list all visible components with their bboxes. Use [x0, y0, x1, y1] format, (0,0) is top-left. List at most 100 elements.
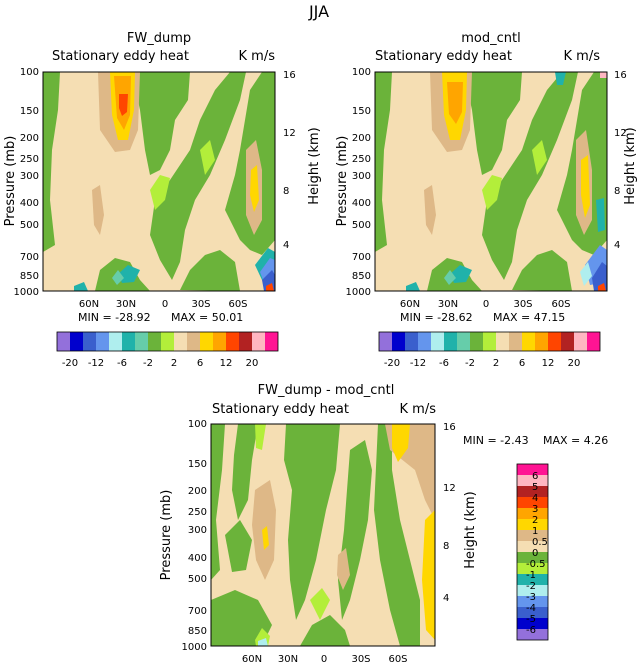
pressure-tick-150: 150	[352, 106, 371, 117]
colorbar-top-left-labels: -20 -12 -6 -2 2 6 12 20	[62, 358, 259, 369]
left-string: Stationary eddy heat	[375, 49, 512, 64]
contour-green-lowright	[512, 250, 572, 291]
lat-axis: 60N 30N 0 30S 60S	[400, 299, 571, 310]
pressure-tick-250: 250	[20, 154, 39, 165]
lat-tick-30s: 30S	[191, 299, 210, 310]
contour-lightblue-right	[580, 262, 592, 286]
colorbar-label: 12	[220, 358, 233, 369]
colorbar-swatch	[517, 508, 548, 519]
pressure-label: Pressure (mb)	[3, 136, 18, 227]
contour-green-upper	[132, 72, 190, 175]
colorbar-diff	[516, 463, 549, 641]
contour-lightgreen-a	[255, 424, 266, 450]
colorbar-label: 0.5	[532, 537, 548, 548]
pressure-tick-250: 250	[352, 154, 371, 165]
left-string: Stationary eddy heat	[52, 49, 189, 64]
lat-tick-60n: 60N	[242, 654, 262, 664]
colorbar-swatch	[517, 585, 548, 596]
contour-field	[211, 424, 435, 646]
contour-lightgreen-b	[200, 140, 215, 175]
pressure-tick-300: 300	[20, 171, 39, 182]
colorbar-swatch	[517, 596, 548, 607]
pressure-tick-1000: 1000	[182, 642, 207, 653]
pressure-tick-200: 200	[352, 133, 371, 144]
lat-tick-0: 0	[321, 654, 327, 664]
pressure-tick-1000: 1000	[14, 287, 39, 298]
colorbar-label: 2	[532, 515, 538, 526]
pressure-axis: 100 150 200 250 300 400 500 700 850 1000	[182, 419, 207, 653]
colorbar-swatch	[200, 332, 213, 351]
contour-tan-c	[337, 548, 350, 590]
colorbar-swatch	[265, 332, 278, 351]
pressure-tick-400: 400	[188, 553, 207, 564]
lat-tick-60s: 60S	[228, 299, 247, 310]
contour-sea-a	[444, 270, 456, 285]
colorbar-swatch	[213, 332, 226, 351]
colorbar-label: -1	[526, 570, 536, 581]
contour-yellow-small	[262, 526, 269, 550]
contour-orange-upper	[447, 82, 463, 124]
panel-title: FW_dump	[127, 31, 191, 46]
colorbar-label: -2	[465, 358, 475, 369]
colorbar-top-left	[56, 331, 279, 352]
colorbar-label: -2	[526, 581, 536, 592]
height-label: Height (km)	[623, 127, 638, 204]
colorbar-swatch	[522, 332, 535, 351]
colorbar-top-right	[378, 331, 601, 352]
colorbar-label: -6	[439, 358, 449, 369]
contour-green-bottomleft	[211, 590, 272, 646]
height-tick-16: 16	[443, 422, 456, 433]
contour-field	[375, 72, 607, 291]
contour-pink-upper	[600, 72, 607, 78]
panel-fw-dump: FW_dump Stationary eddy heat K m/s	[3, 31, 322, 369]
colorbar-label: -3	[526, 592, 536, 603]
lat-tick-30s: 30S	[513, 299, 532, 310]
pressure-tick-200: 200	[20, 133, 39, 144]
pressure-tick-850: 850	[188, 626, 207, 637]
contour-red-core	[119, 94, 128, 116]
panel-title: mod_cntl	[461, 31, 520, 46]
min-label: MIN = -28.92	[78, 311, 151, 324]
colorbar-label: -0.5	[526, 559, 546, 570]
contour-teal-upper	[555, 72, 566, 85]
contour-green-bottomright	[300, 615, 350, 646]
panel-difference: FW_dump - mod_cntl Stationary eddy heat …	[159, 383, 608, 664]
contour-sea-a	[112, 270, 124, 285]
pressure-tick-150: 150	[20, 106, 39, 117]
lat-tick-0: 0	[162, 299, 168, 310]
plot-frame	[42, 71, 276, 292]
pressure-tick-500: 500	[188, 574, 207, 585]
contour-yellow-upper	[392, 424, 410, 462]
contour-green-b	[284, 424, 340, 620]
colorbar-label: -12	[410, 358, 426, 369]
colorbar-diff-labels: 6 5 4 3 2 1 0.5 0 -0.5 -1 -2 -3 -4 -5 -6	[526, 471, 548, 636]
contour-green-band1	[482, 72, 578, 280]
contour-tan-a	[92, 185, 104, 235]
min-label: MIN = -2.43	[463, 434, 529, 447]
height-tick-8: 8	[283, 186, 289, 197]
colorbar-swatch	[483, 332, 496, 351]
colorbar-label: -6	[117, 358, 127, 369]
contour-lightgreen-b	[532, 140, 547, 175]
contour-green-lowright	[180, 250, 240, 291]
contour-green-left	[375, 72, 392, 252]
height-tick-8: 8	[614, 186, 620, 197]
colorbar-swatch	[517, 552, 548, 563]
height-axis: 16 12 8 4	[443, 422, 456, 604]
colorbar-swatch	[470, 332, 483, 351]
contour-yellow-right	[250, 165, 259, 212]
pressure-tick-500: 500	[352, 220, 371, 231]
contour-green-leftedge	[211, 424, 225, 580]
contour-yellow-right	[581, 155, 590, 218]
contour-green-left	[43, 72, 60, 252]
colorbar-label: -20	[62, 358, 78, 369]
colorbar-label: 20	[568, 358, 581, 369]
colorbar-swatch	[122, 332, 135, 351]
pressure-tick-850: 850	[20, 271, 39, 282]
lat-tick-30n: 30N	[116, 299, 136, 310]
colorbar-label: 6	[519, 358, 525, 369]
lat-axis: 60N 30N 0 30S 60S	[242, 654, 408, 664]
colorbar-swatch	[187, 332, 200, 351]
colorbar-frame	[516, 463, 549, 641]
colorbar-swatch	[161, 332, 174, 351]
